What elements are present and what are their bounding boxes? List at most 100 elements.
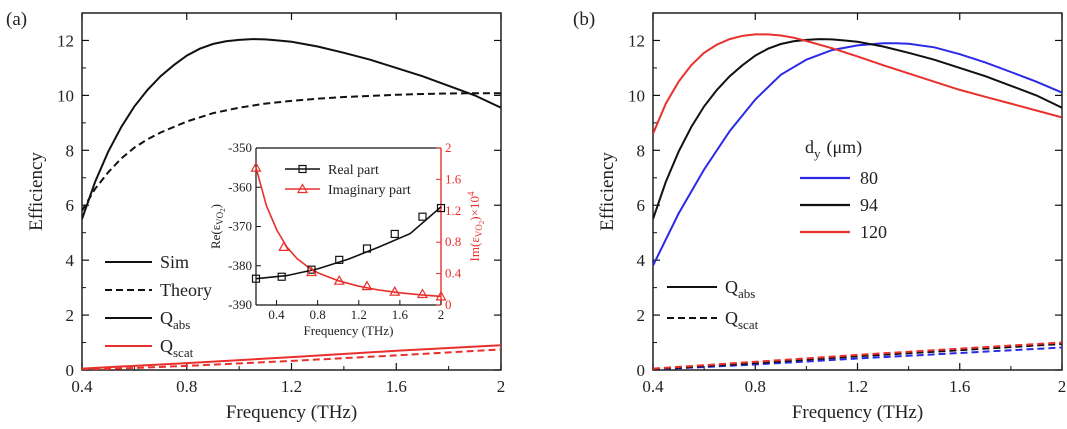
x-tick-label: 0.4 — [642, 377, 664, 396]
y-tick-label: 12 — [628, 31, 645, 50]
y-tick-label: 6 — [637, 196, 646, 215]
inset-imag-marker — [278, 241, 290, 252]
x-tick-label: 2 — [1058, 377, 1067, 396]
legend-title-sub: y — [814, 146, 821, 161]
legend-title: dy (μm) — [805, 137, 862, 161]
legend-qscat-label: Qscat — [725, 308, 759, 332]
inset-imag-marker — [389, 285, 401, 296]
legend-qabs-label: Qabs — [725, 277, 755, 301]
panel-b-series — [653, 33, 1062, 370]
y-tick-label: 12 — [57, 31, 74, 50]
inset-y-title-right-exp: 4 — [466, 191, 476, 196]
legend-subscript-2: abs — [173, 317, 190, 332]
legend-label-0: 80 — [860, 168, 878, 188]
inset-y-tick-label-left: -350 — [228, 140, 252, 155]
inset-x-tick-label: 1.6 — [392, 307, 409, 322]
inset-y-tick-label-right: 0.8 — [445, 234, 461, 249]
inset-imag-marker — [333, 274, 345, 285]
inset-imag-marker — [250, 161, 262, 172]
inset-y-title-left-sub: VO — [215, 211, 225, 224]
inset-y-title-left-close: ) — [208, 204, 223, 208]
series-line-2 — [82, 344, 501, 370]
y-axis-title: Efficiency — [26, 152, 47, 231]
inset-imag-marker — [361, 280, 373, 291]
panel-a-series — [82, 38, 501, 370]
inset-legend-imag-marker — [296, 183, 309, 194]
panel-b-chart: (b) 0.4 0.8 1.2 1.6 2 0 2 4 6 8 10 12 Frequency (THz… — [573, 9, 1066, 423]
inset-y-tick-label-right: 0.4 — [445, 266, 462, 281]
x-tick-label: 0.8 — [745, 377, 766, 396]
legend-label-3: Q — [160, 336, 173, 356]
series-line-3 — [653, 346, 1062, 370]
inset-legend-imag-label: Imaginary part — [328, 183, 411, 198]
legend-label-1: Theory — [160, 280, 212, 300]
inset-y-tick-label-right: 1.6 — [445, 171, 462, 186]
inset-real-marker — [335, 255, 344, 264]
panel-a-label: (a) — [6, 9, 27, 30]
inset-real-marker — [362, 244, 372, 253]
y-tick-label: 0 — [66, 361, 75, 380]
legend-label-1: 94 — [860, 195, 878, 215]
inset-y-tick-label-left: -390 — [228, 297, 252, 312]
inset-imag-marker — [416, 288, 429, 299]
legend-label-2: 120 — [860, 222, 887, 242]
legend-qscat-main: Q — [725, 308, 738, 328]
inset-real-marker — [418, 212, 427, 221]
y-tick-label: 10 — [628, 86, 645, 105]
y-tick-label: 4 — [637, 251, 646, 270]
series-line-4 — [653, 342, 1062, 370]
inset-y-title-left-sub2: 2 — [219, 208, 227, 212]
inset-y-axis-title-right: Im(εVO2)×104 — [466, 191, 486, 261]
inset-imag-marker — [435, 290, 447, 301]
inset-bg — [256, 148, 441, 305]
legend-label-0: Sim — [160, 252, 189, 272]
legend-qabs-sub: abs — [738, 286, 755, 301]
legend-subscript-3: scat — [173, 345, 194, 360]
inset-legend-real-marker — [298, 164, 307, 174]
inset-legend-real-label: Real part — [328, 163, 379, 178]
legend-qabs-main: Q — [725, 277, 738, 297]
inset-y-title-right-suffix: )×10 — [467, 196, 482, 221]
x-axis-title: Frequency (THz) — [792, 402, 923, 423]
series-line-1 — [82, 92, 501, 212]
series-line-5 — [653, 341, 1062, 370]
inset-y-tick-label-right: 1.2 — [445, 203, 461, 218]
x-tick-label: 1.2 — [847, 377, 868, 396]
series-line-1 — [653, 38, 1062, 220]
legend-label-2: Q — [160, 308, 173, 328]
inset-x-axis-title: Frequency (THz) — [304, 323, 394, 338]
panel-b-label: (b) — [573, 9, 595, 30]
inset-x-tick-label: 0.4 — [268, 307, 285, 322]
inset-real-marker — [251, 274, 261, 283]
inset-x-tick-label: 0.8 — [310, 307, 326, 322]
x-tick-label: 1.2 — [281, 377, 302, 396]
legend-qscat-sub: scat — [738, 317, 759, 332]
x-axis-title: Frequency (THz) — [226, 402, 357, 423]
inset-x-tick-label: 2 — [438, 307, 445, 322]
panel-a-inset: 0.4 0.8 1.2 1.6 2 -390 -380 -370 -360 -350 0 0.4 0.8… — [208, 140, 486, 338]
inset-y-title-right-main: Im(ε — [467, 237, 482, 262]
inset-y-tick-label-left: -360 — [228, 179, 252, 194]
y-tick-label: 2 — [637, 306, 646, 325]
legend-title-unit: (μm) — [827, 137, 863, 158]
inset-y-tick-label-right: 2 — [445, 140, 452, 155]
inset-y-title-right-sub: VO — [474, 224, 484, 237]
inset-y-title-right-sub2: 2 — [478, 220, 486, 224]
y-tick-label: 6 — [66, 196, 75, 215]
inset-y-title-left-main: Re(ε — [208, 224, 223, 249]
inset-y-tick-label-left: -380 — [228, 258, 252, 273]
inset-y-axis-title-left: Re(εVO2) — [208, 204, 227, 249]
inset-real-marker — [277, 272, 286, 281]
x-tick-label: 1.6 — [386, 377, 407, 396]
legend-title-main: d — [805, 137, 814, 157]
y-tick-label: 0 — [637, 361, 646, 380]
x-tick-label: 0.8 — [176, 377, 197, 396]
plot-frame — [652, 12, 1063, 371]
inset-y-tick-label-right: 0 — [445, 297, 452, 312]
inset-x-tick-label: 1.2 — [351, 307, 367, 322]
x-tick-label: 2 — [497, 377, 506, 396]
series-line-3 — [82, 348, 501, 370]
